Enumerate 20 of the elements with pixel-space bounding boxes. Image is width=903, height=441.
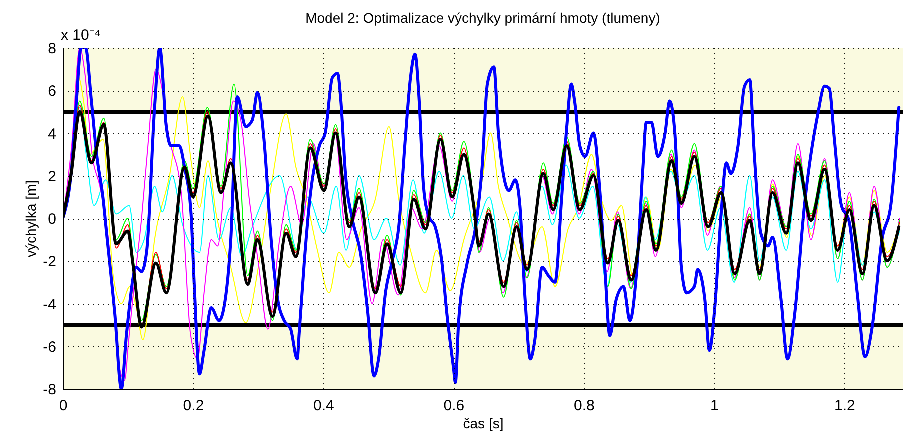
x-tick-label: 0.4 — [314, 398, 334, 414]
x-tick-label: 0.2 — [183, 398, 204, 414]
y-tick-label: 4 — [48, 126, 56, 143]
y-tick-label: 2 — [48, 168, 56, 186]
y-tick-label: -2 — [43, 254, 56, 271]
x-axis-title: čas [s] — [463, 416, 504, 432]
x-tick-label: 0.8 — [574, 398, 595, 414]
x-tick-label: 1.2 — [834, 398, 856, 414]
x-tick-label: 0.6 — [444, 398, 465, 414]
y-tick-label: 0 — [48, 211, 56, 228]
x-tick-label: 1 — [710, 398, 719, 414]
y-tick-label: 6 — [48, 83, 56, 100]
x-tick-label: 0 — [59, 398, 68, 414]
chart-title: Model 2: Optimalizace výchylky primární hmoty (tlumeny) — [306, 10, 660, 26]
y-tick-label: -6 — [43, 338, 56, 356]
y-axis-title: výchylka [m] — [23, 180, 40, 258]
text: x 10⁻⁴ — [61, 27, 101, 44]
y-tick-label: -4 — [43, 296, 56, 314]
y-tick-label: -8 — [43, 382, 56, 398]
y-tick-label: 8 — [48, 40, 56, 58]
